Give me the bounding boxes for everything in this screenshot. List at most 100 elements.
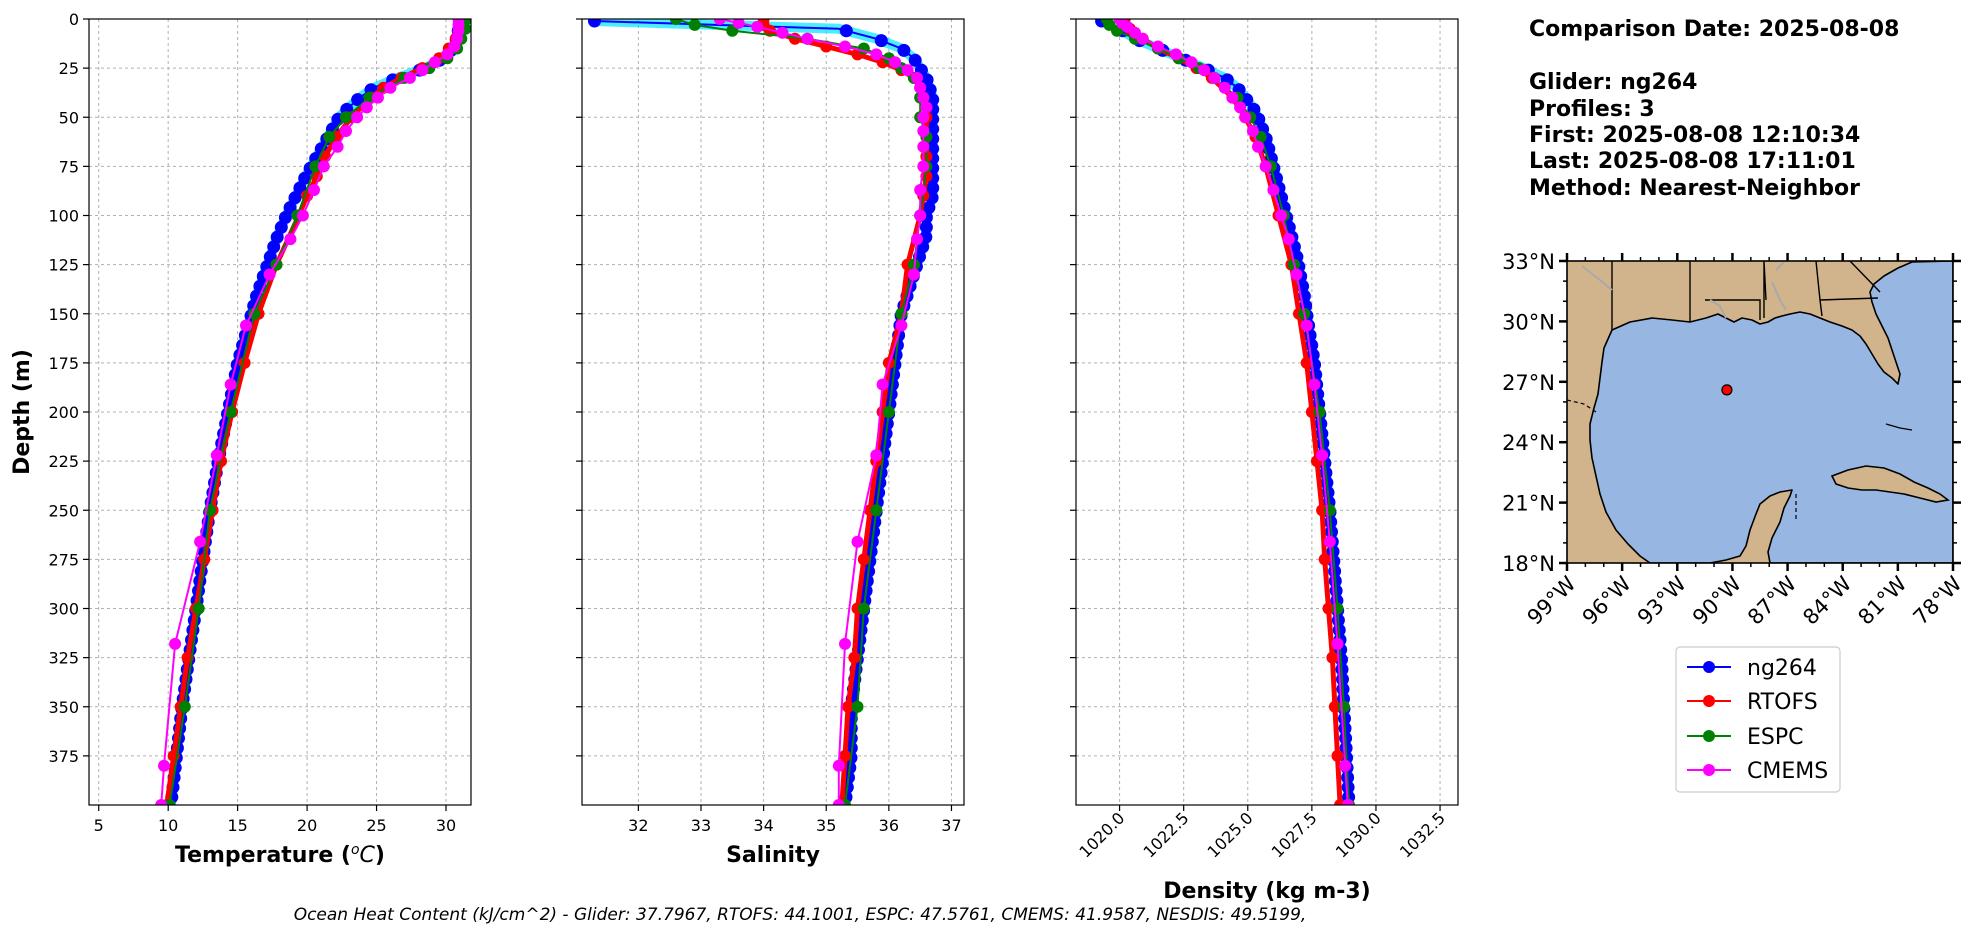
data-point-cmems xyxy=(448,40,461,53)
series-cmems xyxy=(155,19,465,805)
data-point-espc xyxy=(851,700,864,713)
glider-location-marker xyxy=(1721,384,1733,396)
series-ng264-line xyxy=(170,19,461,805)
data-point-ng264 xyxy=(267,240,281,254)
legend-item-rtofs: RTOFS xyxy=(1687,690,1818,715)
x-ticks: 32 33 34 35 36 37 xyxy=(628,805,962,835)
info-block: Comparison Date: 2025-08-08 Glider: ng26… xyxy=(1529,17,1899,201)
x-tick-label: 37 xyxy=(941,816,961,835)
data-point-ng264 xyxy=(908,53,922,67)
y-tick-label: 325 xyxy=(48,649,79,668)
data-point-cmems xyxy=(1198,64,1211,77)
salinity-axis-label: Salinity xyxy=(726,843,820,868)
y-tick-label: 225 xyxy=(48,452,79,471)
data-point-rtofs xyxy=(238,356,251,369)
x-tick-label: 1022.5 xyxy=(1139,808,1192,861)
salinity-panel: 32 33 34 35 36 37 xyxy=(576,18,965,835)
data-point-espc xyxy=(192,602,205,615)
data-point-ng264 xyxy=(283,201,297,215)
profile-count: Profiles: 3 xyxy=(1529,97,1655,122)
y-tick-label: 125 xyxy=(48,256,79,275)
data-point-cmems xyxy=(317,160,330,173)
state-borders xyxy=(1611,261,1881,330)
map-lat-label: 21°N xyxy=(1502,492,1555,516)
y-tick-label: 75 xyxy=(59,157,79,176)
plot-area xyxy=(588,19,940,805)
legend-label-ng264: ng264 xyxy=(1747,656,1817,681)
comparison-date: Comparison Date: 2025-08-08 xyxy=(1529,17,1899,42)
map-lon-label: 84°W xyxy=(1798,571,1856,629)
y-tick-label: 375 xyxy=(48,747,79,766)
y-tick-label: 100 xyxy=(48,207,79,226)
data-point-cmems xyxy=(901,64,914,77)
series-cmems-line xyxy=(719,19,928,805)
data-point-cmems xyxy=(1246,125,1259,137)
legend-item-cmems: CMEMS xyxy=(1687,759,1828,784)
data-point-cmems xyxy=(917,140,930,153)
data-point-cmems xyxy=(1218,81,1231,94)
data-point-cmems xyxy=(1239,111,1252,124)
data-point-cmems xyxy=(263,268,276,281)
grid xyxy=(89,18,471,805)
series-rtofs xyxy=(160,19,469,805)
florida-keys xyxy=(1885,423,1913,431)
x-tick-label: 30 xyxy=(436,816,456,835)
data-point-cmems xyxy=(1316,449,1329,462)
series-ng264-glow xyxy=(166,19,465,805)
data-point-ng264 xyxy=(270,230,284,244)
data-point-cmems xyxy=(1252,140,1264,153)
density-axis-label: Density (kg m-3) xyxy=(1163,879,1371,904)
data-point-cmems xyxy=(870,449,883,462)
data-point-rtofs xyxy=(839,749,851,762)
data-point-espc xyxy=(882,406,895,418)
data-point-cmems xyxy=(1170,48,1182,61)
data-point-espc xyxy=(340,111,352,124)
data-point-espc xyxy=(857,602,870,615)
x-tick-label: 20 xyxy=(297,816,317,835)
data-point-cmems xyxy=(713,19,726,25)
data-point-espc xyxy=(363,91,376,104)
data-point-cmems xyxy=(1275,209,1288,222)
data-point-ng264 xyxy=(293,181,307,195)
data-point-cmems xyxy=(839,637,851,650)
data-point-ng264 xyxy=(278,211,292,224)
data-point-cmems xyxy=(1267,184,1280,196)
y-tick-label: 25 xyxy=(59,59,79,78)
data-point-rtofs xyxy=(1322,602,1335,615)
temperature-axis-label: Temperature (oC) xyxy=(175,842,385,868)
data-point-cmems xyxy=(441,48,454,61)
data-point-cmems xyxy=(155,799,168,805)
data-point-cmems xyxy=(889,56,902,69)
data-point-ng264 xyxy=(874,34,888,48)
data-point-cmems xyxy=(776,26,789,39)
data-point-cmems xyxy=(751,20,764,33)
data-point-espc xyxy=(1323,504,1336,517)
data-point-ng264 xyxy=(922,201,936,215)
data-point-rtofs xyxy=(1331,749,1344,762)
data-point-cmems xyxy=(240,319,252,332)
data-point-cmems xyxy=(1323,535,1336,548)
ocean-heat-content-footer: Ocean Heat Content (kJ/cm^2) - Glider: 3… xyxy=(294,905,1307,925)
y-tick-label: 50 xyxy=(59,108,79,127)
data-point-cmems xyxy=(284,233,297,246)
data-point-cmems xyxy=(1234,101,1247,114)
data-point-cmems xyxy=(1339,759,1352,772)
data-point-cmems xyxy=(895,319,908,332)
y-tick-label: 250 xyxy=(48,501,79,520)
x-tick-label: 1020.0 xyxy=(1075,808,1128,861)
data-point-cmems xyxy=(371,91,384,104)
data-point-espc xyxy=(870,504,883,517)
data-point-cmems xyxy=(1308,378,1321,391)
x-tick-label: 25 xyxy=(366,816,386,835)
plot-area xyxy=(1095,19,1356,805)
data-point-espc xyxy=(1337,700,1350,713)
data-point-cmems xyxy=(1341,799,1354,805)
map-lon-label: 96°W xyxy=(1578,571,1636,629)
map-lat-label: 33°N xyxy=(1502,250,1555,274)
data-point-cmems xyxy=(917,125,930,137)
data-point-cmems xyxy=(1282,233,1295,246)
interpolation-method: Method: Nearest-Neighbor xyxy=(1529,176,1860,201)
legend-frame xyxy=(1675,646,1841,793)
legend: ng264 RTOFS ESPC CMEMS xyxy=(1675,646,1841,793)
